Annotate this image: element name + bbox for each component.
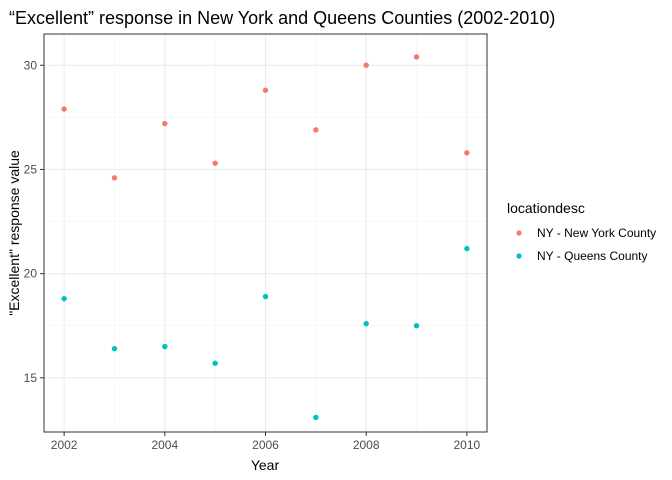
new-york-county-point (464, 150, 470, 156)
x-tick-label: 2006 (252, 438, 279, 452)
x-tick-label: 2008 (353, 438, 380, 452)
new-york-county-point (162, 120, 168, 127)
y-axis-title: "Excellent" response value (6, 150, 22, 316)
queens-county-point (61, 295, 67, 302)
legend-key-new-york (516, 230, 522, 236)
y-tick-label: 25 (24, 162, 38, 176)
queens-county-point (464, 245, 470, 252)
queens-county-point (111, 345, 118, 352)
y-tick-label: 20 (24, 267, 38, 281)
legend-title: locationdesc (507, 200, 585, 216)
x-tick-label: 2010 (454, 438, 481, 452)
new-york-county-point (413, 54, 420, 60)
queens-county-point (212, 360, 218, 366)
new-york-county-point (212, 160, 218, 166)
y-tick-label: 30 (24, 58, 38, 72)
new-york-county-point (363, 62, 369, 68)
legend-label-queens: NY - Queens County (537, 249, 648, 263)
grid (44, 34, 487, 432)
data-points (61, 54, 470, 421)
queens-county-point (313, 414, 319, 421)
new-york-county-point (111, 175, 118, 181)
x-tick-label: 2002 (51, 438, 78, 452)
legend-key-queens (516, 253, 522, 259)
x-axis-title: Year (251, 457, 280, 473)
new-york-county-point (61, 106, 67, 112)
chart-title: “Excellent” response in New York and Que… (9, 8, 555, 28)
queens-county-point (162, 343, 168, 350)
queens-county-point (363, 320, 369, 327)
new-york-county-point (262, 87, 269, 93)
legend: locationdesc NY - New York County NY - Q… (507, 200, 656, 263)
y-tick-label: 15 (24, 371, 38, 385)
new-york-county-point (313, 127, 319, 133)
queens-county-point (262, 293, 269, 300)
queens-county-point (413, 323, 420, 329)
legend-label-new-york: NY - New York County (537, 226, 656, 240)
axes: 2002 2004 2006 2008 2010 15 20 25 30 (24, 58, 481, 452)
x-tick-label: 2004 (151, 438, 178, 452)
